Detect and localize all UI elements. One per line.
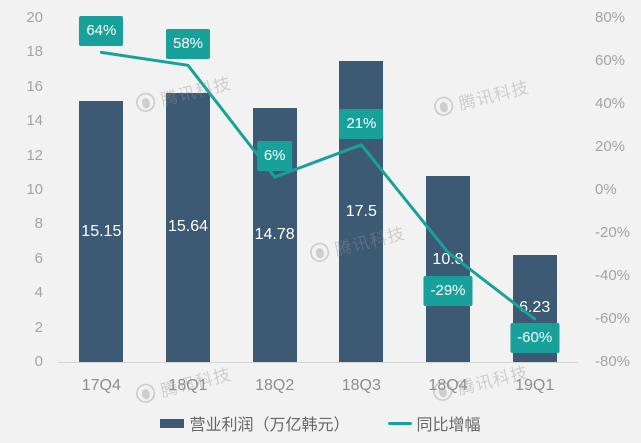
bar-series-swatch <box>160 418 185 428</box>
growth-label-18Q4: -29% <box>423 276 473 307</box>
bar-value-18Q3: 17.5 <box>345 202 377 220</box>
right-axis-tick: -60% <box>595 310 631 327</box>
tencent-logo-icon <box>310 242 330 262</box>
line-series-swatch <box>387 421 412 425</box>
left-axis-tick: 6 <box>34 249 43 267</box>
right-axis-tick: 60% <box>595 52 626 69</box>
left-axis-tick: 0 <box>34 353 43 370</box>
bar-value-18Q4: 10.8 <box>432 251 464 269</box>
left-axis-tick: 18 <box>26 43 43 61</box>
left-axis-tick: 16 <box>26 77 43 95</box>
bar-value-17Q4: 15.15 <box>81 222 122 240</box>
tencent-watermark: 腾讯科技 <box>430 73 531 121</box>
left-axis-tick: 14 <box>26 112 43 130</box>
watermark-text: 腾讯科技 <box>456 77 532 114</box>
right-axis-tick: 40% <box>595 95 626 112</box>
left-axis-tick: 12 <box>26 146 43 164</box>
x-label-19Q1: 19Q1 <box>515 377 555 394</box>
growth-label-19Q1: -60% <box>510 323 560 353</box>
right-axis-tick: 80% <box>595 9 626 26</box>
bar-value-18Q1: 15.64 <box>167 218 209 236</box>
right-axis-tick: -20% <box>595 224 631 241</box>
right-axis-tick: 0% <box>595 181 617 198</box>
x-label-18Q1: 18Q1 <box>168 377 208 394</box>
tencent-logo-icon <box>136 92 156 112</box>
right-axis-tick: 20% <box>595 138 626 155</box>
legend-label-yoy-growth: 同比增幅 <box>416 417 481 434</box>
legend-item-yoy-growth: 同比增幅 <box>387 411 481 435</box>
right-axis-tick: -40% <box>595 267 631 284</box>
left-axis-tick: 2 <box>34 318 43 336</box>
growth-label-17Q4: 64% <box>79 16 124 47</box>
left-axis-tick: 10 <box>26 181 43 198</box>
x-label-17Q4: 17Q4 <box>81 377 121 394</box>
tencent-logo-icon <box>434 96 454 116</box>
growth-label-18Q3: 21% <box>339 108 384 139</box>
x-label-18Q2: 18Q2 <box>255 377 295 394</box>
x-label-18Q3: 18Q3 <box>341 377 381 394</box>
legend-label-operating-profit: 营业利润（万亿韩元） <box>189 417 350 434</box>
left-axis-tick: 8 <box>34 215 43 233</box>
left-axis-tick: 20 <box>26 9 43 26</box>
legend-item-operating-profit: 营业利润（万亿韩元） <box>160 411 350 435</box>
bar-value-19Q1: 6.23 <box>519 299 551 317</box>
left-axis-tick: 4 <box>34 284 43 302</box>
tencent-logo-icon <box>136 383 156 403</box>
x-label-18Q4: 18Q4 <box>428 377 468 394</box>
bar-value-18Q2: 14.78 <box>254 225 295 243</box>
x-axis-line <box>58 362 578 363</box>
bar-18Q4 <box>426 176 470 362</box>
legend: 营业利润（万亿韩元） 同比增幅 <box>0 411 641 435</box>
growth-label-18Q1: 58% <box>165 29 211 60</box>
growth-label-18Q2: 6% <box>256 141 293 172</box>
right-axis-tick: -80% <box>595 353 631 370</box>
